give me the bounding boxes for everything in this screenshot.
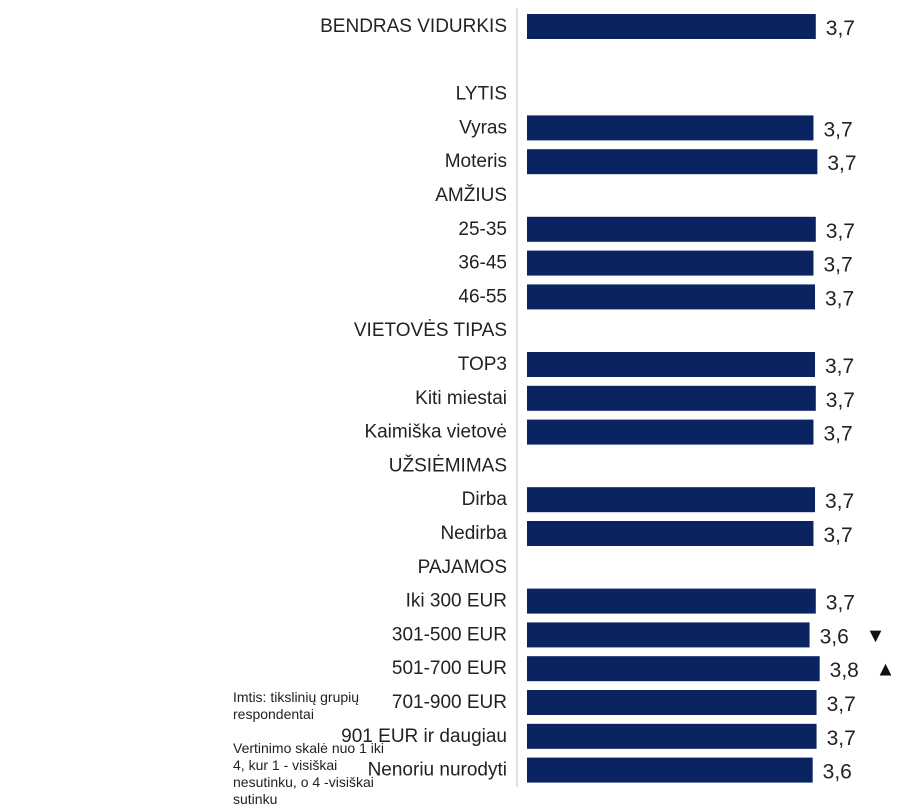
category-label: 901 EUR ir daugiau <box>341 726 507 747</box>
category-label: BENDRAS VIDURKIS <box>320 16 507 37</box>
category-label: AMŽIUS <box>435 184 507 206</box>
category-label: LYTIS <box>456 84 507 105</box>
value-label: 3,7 <box>827 693 856 716</box>
value-label: 3,6 <box>823 761 852 784</box>
bar <box>527 250 814 276</box>
category-label: Iki 300 EUR <box>406 591 507 612</box>
value-label: 3,7 <box>826 17 855 40</box>
category-label: 701-900 EUR <box>392 692 507 713</box>
down-arrow-icon: ▼ <box>866 625 886 647</box>
category-label: Nenoriu nurodyti <box>368 760 507 781</box>
category-label: 301-500 EUR <box>392 624 507 645</box>
sample-note: Imtis: tikslinių grupių respondentai <box>233 689 360 722</box>
up-arrow-icon: ▲ <box>876 659 896 681</box>
category-label: Kaimiška vietovė <box>364 422 507 443</box>
category-label: PAJAMOS <box>418 557 507 578</box>
value-label: 3,7 <box>825 490 854 513</box>
bar <box>527 622 810 648</box>
bar <box>527 757 813 783</box>
value-label: 3,7 <box>823 524 852 547</box>
value-label: 3,7 <box>825 355 854 378</box>
category-label: Nedirba <box>440 523 507 544</box>
value-label: 3,7 <box>823 254 852 277</box>
bar <box>527 521 814 546</box>
value-label: 3,7 <box>826 592 855 615</box>
bar <box>527 149 818 175</box>
bar <box>527 588 816 614</box>
category-label: VIETOVĖS TIPAS <box>354 320 507 341</box>
category-label: 501-700 EUR <box>392 658 507 679</box>
category-label: Dirba <box>462 489 508 510</box>
category-label: Kiti miestai <box>415 388 507 409</box>
category-label: Vyras <box>459 117 507 138</box>
category-label: Moteris <box>445 151 507 172</box>
value-label: 3,6 <box>820 625 849 648</box>
value-label: 3,7 <box>823 118 852 141</box>
bar <box>527 385 816 411</box>
bar <box>527 656 820 682</box>
value-label: 3,7 <box>827 152 856 175</box>
value-label: 3,7 <box>825 287 854 310</box>
category-label: UŽSIĖMIMAS <box>389 454 507 476</box>
category-label: 25-35 <box>458 219 507 240</box>
value-label: 3,7 <box>823 423 852 446</box>
bar <box>527 487 816 513</box>
scale-note: Vertinimo skalė nuo 1 iki 4, kur 1 - vis… <box>233 740 384 807</box>
bar <box>527 419 814 445</box>
value-label: 3,8 <box>830 659 859 682</box>
bar <box>527 352 816 377</box>
bar <box>527 690 817 715</box>
bar <box>527 14 816 39</box>
bar <box>527 284 816 310</box>
category-label: 36-45 <box>458 253 507 274</box>
value-label: 3,7 <box>826 220 855 243</box>
category-label: TOP3 <box>458 354 507 375</box>
bar <box>527 216 816 242</box>
category-label: 46-55 <box>458 286 507 307</box>
bar <box>527 723 817 749</box>
value-label: 3,7 <box>827 727 856 750</box>
value-label: 3,7 <box>826 389 855 412</box>
bar <box>527 115 814 141</box>
